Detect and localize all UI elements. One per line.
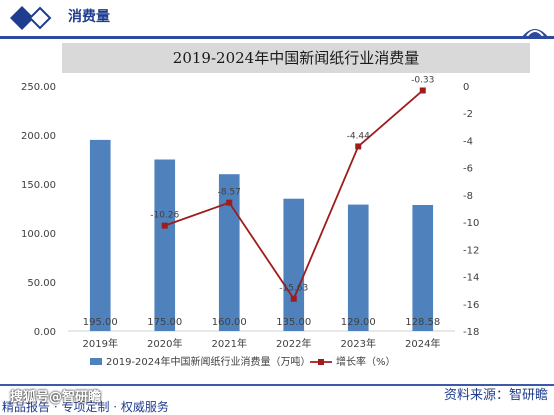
growth-rate-label: -0.33 (411, 75, 434, 85)
left-tick-label: 150.00 (21, 180, 56, 191)
right-tick-label: -16 (463, 300, 479, 311)
bar-value-label: 128.58 (405, 317, 440, 328)
category-label: 2022年 (276, 337, 311, 350)
category-label: 2020年 (147, 337, 182, 350)
category-label: 2019年 (83, 337, 118, 350)
right-tick-label: -12 (463, 245, 479, 256)
left-tick-label: 50.00 (27, 278, 56, 289)
watermark-text: 搜狐号@智研瞻 (10, 390, 102, 405)
chart-title-band (62, 43, 530, 73)
source-text: 资料来源：智研瞻 (443, 388, 548, 403)
growth-rate-point (290, 295, 297, 302)
footer-divider (0, 384, 554, 386)
bar (154, 159, 176, 331)
right-tick-label: -14 (463, 273, 479, 284)
right-tick-label: -4 (463, 136, 473, 147)
brand-logo-icon (521, 29, 549, 38)
bar-value-label: 135.00 (276, 317, 311, 328)
growth-rate-point (226, 199, 233, 206)
growth-rate-label: -10.26 (150, 211, 179, 221)
header-divider (0, 36, 554, 39)
right-tick-label: -2 (463, 109, 473, 120)
growth-rate-label: -8.57 (218, 188, 241, 198)
legend-line-label: 增长率（%） (336, 355, 396, 368)
right-tick-label: -10 (463, 218, 479, 229)
page-title: 消费量 (68, 9, 110, 25)
bar (347, 204, 369, 331)
bar-value-label: 195.00 (83, 317, 118, 328)
left-tick-label: 200.00 (21, 131, 56, 142)
header-bar: 消费量 (0, 0, 554, 38)
growth-rate-point (419, 87, 426, 94)
tagline-text: 精品报告 · 专项定制 · 权威服务 (2, 400, 169, 414)
left-tick-label: 0.00 (34, 327, 56, 338)
left-tick-label: 100.00 (21, 229, 56, 240)
growth-rate-label: -4.44 (347, 131, 371, 141)
growth-rate-label: -15.63 (279, 284, 308, 294)
legend-bar-swatch (90, 358, 102, 365)
left-tick-label: 250.00 (21, 82, 56, 93)
legend-bar-label: 2019-2024年中国新闻纸行业消费量（万吨） (106, 355, 311, 368)
bar (89, 139, 111, 331)
chart-plot: 0.00 50.00 100.00 150.00 200.00 250.00 0 -2 -4 -6… (21, 75, 479, 368)
category-label: 2024年 (405, 337, 440, 350)
right-tick-label: -8 (463, 191, 473, 202)
right-tick-label: 0 (463, 82, 469, 93)
category-label: 2021年 (212, 337, 247, 350)
legend-line-marker (318, 359, 324, 365)
growth-rate-point (161, 222, 168, 229)
bar (412, 204, 434, 331)
chart-title: 2019-2024年中国新闻纸行业消费量 (172, 49, 420, 67)
bar (218, 174, 240, 331)
growth-rate-point (355, 143, 362, 150)
bar-value-label: 129.00 (341, 317, 376, 328)
right-tick-label: -6 (463, 164, 473, 175)
category-label: 2023年 (341, 337, 376, 350)
bar-value-label: 160.00 (212, 317, 247, 328)
bar (283, 198, 305, 331)
right-tick-label: -18 (463, 327, 479, 338)
bar-value-label: 175.00 (147, 317, 182, 328)
diamond-logo-icon (10, 6, 52, 30)
